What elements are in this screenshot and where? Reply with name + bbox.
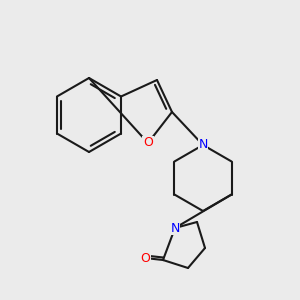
Text: N: N (198, 139, 208, 152)
Text: O: O (143, 136, 153, 149)
Text: O: O (140, 251, 150, 265)
Text: N: N (170, 221, 180, 235)
